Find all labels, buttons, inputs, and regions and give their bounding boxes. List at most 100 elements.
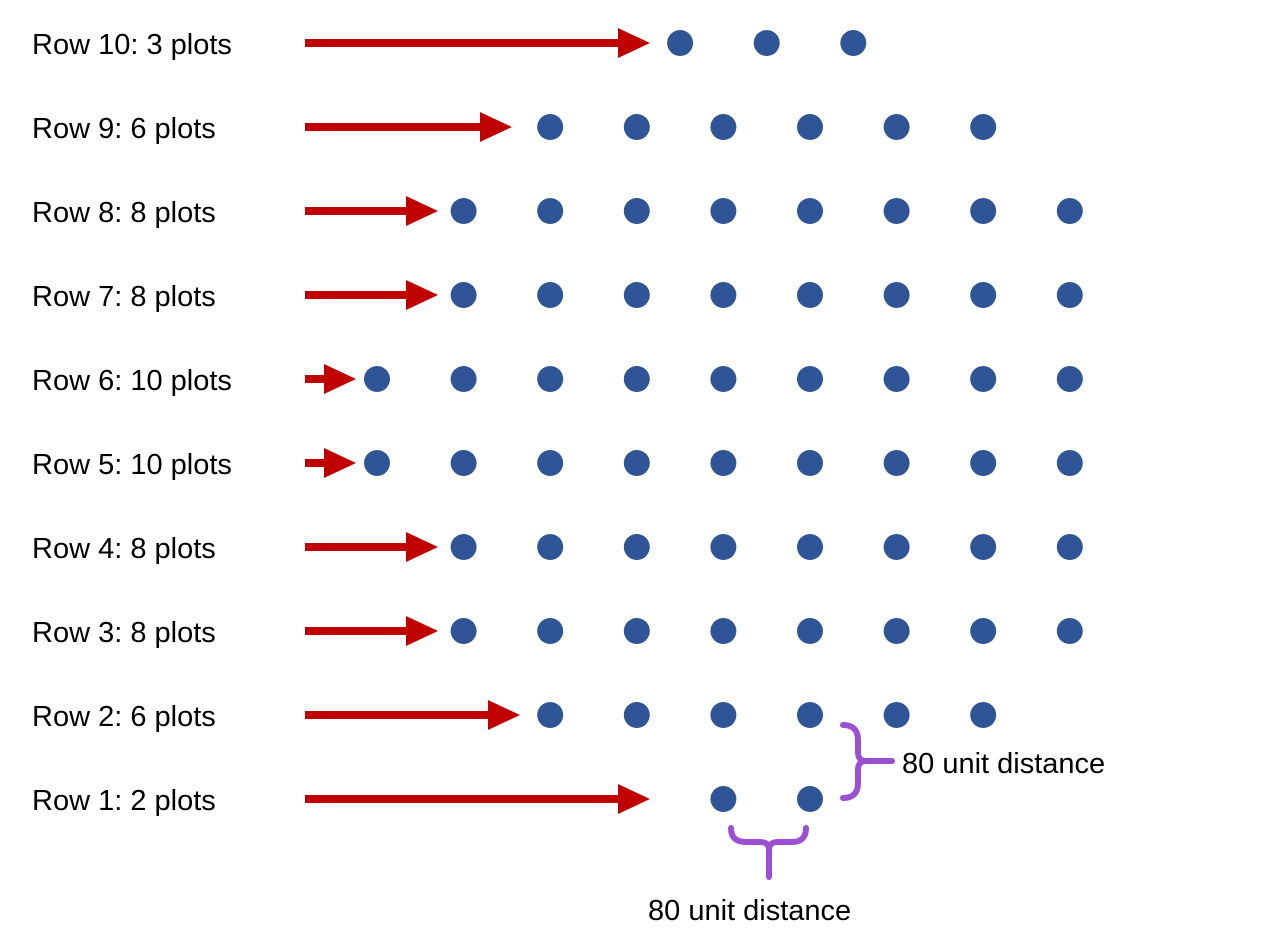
row-2: Row 2: 6 plots (32, 700, 997, 733)
plot-dot (450, 282, 477, 308)
plot-dot (797, 450, 823, 476)
plot-dot (883, 534, 910, 560)
plot-dot (537, 702, 564, 728)
plot-dot (537, 618, 564, 644)
row-label: Row 5: 10 plots (32, 449, 232, 481)
plot-dot (450, 450, 477, 476)
plot-dot (537, 366, 564, 392)
row-label: Row 7: 8 plots (32, 281, 216, 313)
row-label: Row 9: 6 plots (32, 113, 216, 145)
plot-dot (537, 198, 564, 224)
plot-dot (364, 450, 390, 476)
plot-dot (1056, 534, 1083, 560)
row-label: Row 10: 3 plots (32, 29, 232, 61)
row-9: Row 9: 6 plots (32, 112, 997, 145)
plot-dot (970, 114, 997, 140)
plot-dot (667, 30, 694, 56)
plot-dot (840, 30, 867, 56)
plot-dot (797, 702, 823, 728)
plot-dot (623, 114, 650, 140)
plot-dot (623, 198, 650, 224)
plot-dot (753, 30, 780, 56)
plot-dot (710, 786, 737, 812)
arrow-icon (305, 784, 650, 814)
plot-dot (883, 114, 910, 140)
plot-dot (537, 282, 564, 308)
plot-dot (1056, 450, 1083, 476)
row-5: Row 5: 10 plots (32, 448, 1083, 481)
arrow-icon (305, 28, 650, 58)
row-label: Row 6: 10 plots (32, 365, 232, 397)
plot-dot (970, 282, 997, 308)
plot-dot (623, 534, 650, 560)
plot-dot (797, 366, 823, 392)
arrow-icon (305, 364, 356, 394)
plot-dot (710, 618, 737, 644)
plot-dot (623, 618, 650, 644)
plot-dot (883, 702, 910, 728)
plot-dot (364, 366, 390, 392)
plot-dot (450, 366, 477, 392)
plot-dot (797, 114, 823, 140)
plot-dot (710, 450, 737, 476)
arrow-icon (305, 616, 438, 646)
plot-dot (970, 198, 997, 224)
arrow-icon (305, 196, 438, 226)
row-label: Row 1: 2 plots (32, 785, 216, 817)
row-1: Row 1: 2 plots (32, 784, 823, 817)
plot-dot (623, 366, 650, 392)
plot-dot (1056, 366, 1083, 392)
plot-dot (797, 534, 823, 560)
row-10: Row 10: 3 plots (32, 28, 867, 61)
horizontal-spacing-brace (728, 825, 809, 880)
plot-dot (710, 366, 737, 392)
plot-dot (1056, 618, 1083, 644)
plot-dot (883, 282, 910, 308)
plot-dot (710, 534, 737, 560)
plot-dot (1056, 198, 1083, 224)
plot-dot (970, 366, 997, 392)
plot-dot (797, 282, 823, 308)
arrow-icon (305, 112, 512, 142)
plot-dot (537, 114, 564, 140)
plot-dot (883, 198, 910, 224)
plot-dot (710, 198, 737, 224)
arrow-icon (305, 532, 438, 562)
row-label: Row 8: 8 plots (32, 197, 216, 229)
plot-dot (450, 198, 477, 224)
row-6: Row 6: 10 plots (32, 364, 1083, 397)
row-3: Row 3: 8 plots (32, 616, 1083, 649)
row-8: Row 8: 8 plots (32, 196, 1083, 229)
plot-dot (537, 450, 564, 476)
plot-dot (623, 450, 650, 476)
plot-dot (450, 534, 477, 560)
spacing-braces: 80 unit distance 80 unit distance (648, 722, 1105, 927)
plot-dot (537, 534, 564, 560)
plot-dot (883, 450, 910, 476)
arrow-icon (305, 700, 520, 730)
arrow-icon (305, 280, 438, 310)
plot-dot (970, 702, 997, 728)
row-label: Row 3: 8 plots (32, 617, 216, 649)
row-label: Row 2: 6 plots (32, 701, 216, 733)
plot-dot (883, 366, 910, 392)
row-label: Row 4: 8 plots (32, 533, 216, 565)
plot-dot (883, 618, 910, 644)
plot-dot (710, 282, 737, 308)
horizontal-spacing-label: 80 unit distance (648, 895, 851, 927)
plot-dot (1056, 282, 1083, 308)
plot-dot (710, 702, 737, 728)
plot-dot (797, 618, 823, 644)
row-4: Row 4: 8 plots (32, 532, 1083, 565)
plot-dot (623, 702, 650, 728)
vertical-spacing-label: 80 unit distance (902, 748, 1105, 780)
plot-dot (970, 618, 997, 644)
plot-dot (623, 282, 650, 308)
row-7: Row 7: 8 plots (32, 280, 1083, 313)
plot-dot (450, 618, 477, 644)
arrow-icon (305, 448, 356, 478)
vertical-spacing-brace (840, 722, 895, 801)
plot-dot (797, 786, 823, 812)
plot-dot (710, 114, 737, 140)
